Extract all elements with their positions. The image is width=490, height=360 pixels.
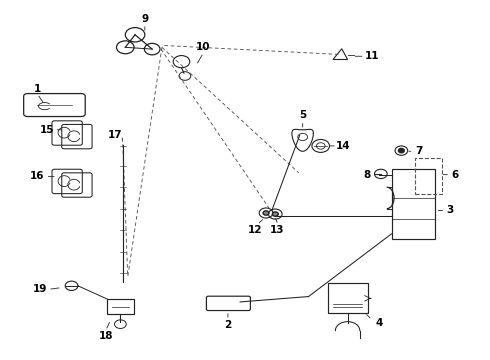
Bar	[107, 300, 134, 315]
Text: 9: 9	[141, 14, 148, 24]
Text: 4: 4	[376, 319, 383, 328]
Bar	[328, 283, 368, 313]
Text: 3: 3	[446, 206, 454, 216]
Text: 5: 5	[299, 111, 306, 121]
Text: 18: 18	[98, 331, 113, 341]
Text: 8: 8	[364, 170, 371, 180]
Text: 11: 11	[365, 51, 379, 61]
Text: 17: 17	[108, 130, 123, 140]
Bar	[392, 169, 435, 239]
Circle shape	[398, 148, 404, 153]
Circle shape	[272, 212, 278, 216]
Text: 6: 6	[451, 170, 459, 180]
Text: 15: 15	[40, 125, 54, 135]
Text: 13: 13	[270, 225, 284, 235]
Text: 12: 12	[247, 225, 262, 235]
Text: 14: 14	[336, 141, 350, 151]
Text: 16: 16	[30, 171, 45, 181]
Text: 7: 7	[415, 146, 422, 156]
Text: 2: 2	[224, 320, 231, 330]
Text: 19: 19	[33, 284, 47, 294]
Text: 1: 1	[34, 84, 41, 94]
Bar	[415, 158, 442, 194]
Circle shape	[263, 211, 269, 215]
Text: 10: 10	[196, 42, 211, 52]
